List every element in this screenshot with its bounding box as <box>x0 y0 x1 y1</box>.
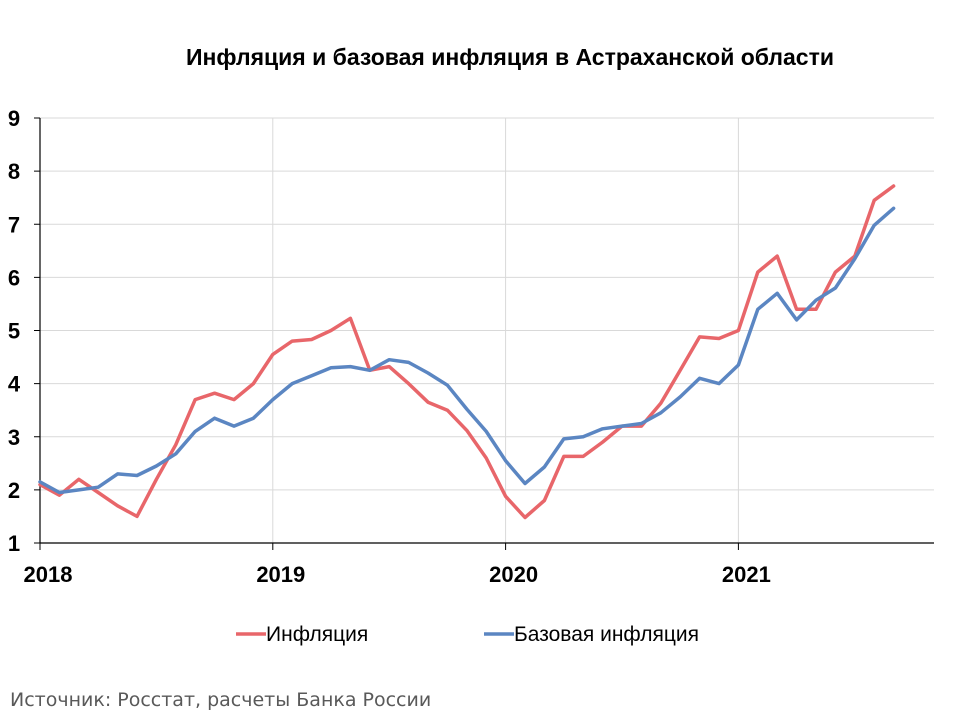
axes: 1 2 3 4 5 6 7 8 9 2018 2019 2020 2021 <box>8 106 934 587</box>
legend-label: Базовая инфляция <box>514 623 699 646</box>
y-tick-label: 4 <box>8 372 21 397</box>
y-tick-label: 3 <box>8 425 20 450</box>
legend: Инфляция Базовая инфляция <box>236 623 699 646</box>
x-tick-label: 2019 <box>256 562 305 587</box>
series-line-inflation <box>38 184 896 520</box>
y-tick-label: 9 <box>8 106 20 131</box>
y-tick-label: 6 <box>8 265 20 290</box>
y-tick-label: 5 <box>8 319 20 344</box>
y-tick-label: 1 <box>8 531 20 556</box>
x-tick-label: 2020 <box>489 562 538 587</box>
series-line-core-inflation <box>38 206 896 495</box>
chart-title: Инфляция и базовая инфляция в Астраханск… <box>186 44 834 70</box>
y-tick-label: 7 <box>8 212 20 237</box>
y-tick-label: 8 <box>8 159 20 184</box>
gridlines <box>40 117 934 543</box>
y-tick-label: 2 <box>8 478 20 503</box>
x-tick-label: 2018 <box>24 562 73 587</box>
source-note: Источник: Росстат, расчеты Банка России <box>10 689 432 711</box>
series-lines <box>38 184 896 520</box>
legend-label: Инфляция <box>266 623 368 646</box>
x-tick-label: 2021 <box>722 562 771 587</box>
